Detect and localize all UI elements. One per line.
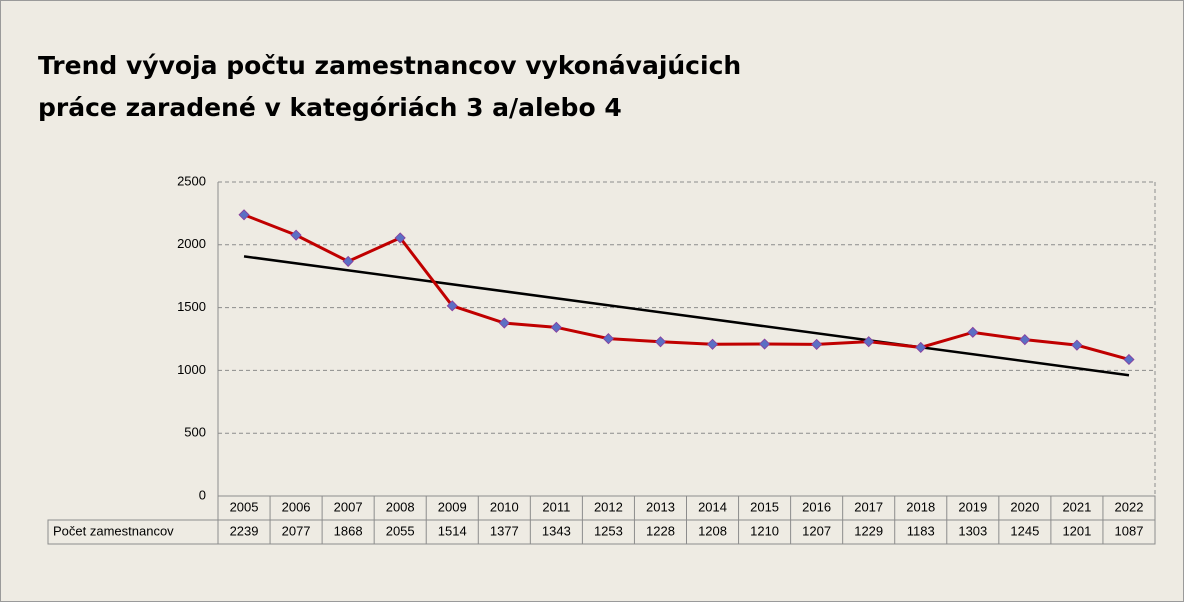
marker [446, 300, 458, 312]
marker [602, 333, 614, 345]
x-tick-label: 2020 [1010, 499, 1039, 514]
table-value: 1868 [334, 523, 363, 538]
table-value: 1377 [490, 523, 519, 538]
table-value: 1303 [958, 523, 987, 538]
marker [1123, 353, 1135, 366]
marker [290, 229, 302, 241]
trendline [243, 255, 1130, 377]
table-value: 1245 [1010, 523, 1039, 538]
chart-title: Trend vývoja počtu zamestnancov vykonáva… [38, 51, 741, 80]
x-tick-label: 2019 [958, 499, 987, 514]
marker [759, 338, 771, 350]
table-value: 1208 [698, 523, 727, 538]
table-value: 1183 [907, 523, 935, 538]
x-tick-label: 2016 [802, 499, 831, 514]
marker [498, 317, 510, 329]
y-tick-label: 1000 [177, 362, 206, 377]
y-tick-label: 2000 [177, 236, 206, 251]
series-line [243, 213, 1130, 361]
y-tick-label: 2500 [177, 173, 206, 188]
x-tick-label: 2011 [542, 499, 570, 514]
marker [1071, 339, 1083, 351]
table-value: 2055 [386, 523, 415, 538]
marker [1019, 334, 1031, 346]
table-value: 2239 [230, 523, 259, 538]
marker [394, 232, 406, 244]
marker [706, 338, 719, 350]
table-value: 1253 [594, 523, 623, 538]
x-tick-label: 2022 [1115, 499, 1144, 514]
x-tick-label: 2007 [334, 499, 363, 514]
x-tick-label: 2021 [1062, 499, 1091, 514]
x-tick-label: 2009 [438, 499, 467, 514]
table-value: 1343 [542, 523, 571, 538]
marker [238, 209, 250, 221]
x-tick-label: 2014 [698, 499, 727, 514]
marker [550, 321, 562, 333]
table-value: 1201 [1062, 523, 1091, 538]
table-value: 1087 [1115, 523, 1144, 538]
x-tick-label: 2005 [230, 499, 259, 514]
x-tick-label: 2015 [750, 499, 779, 514]
y-tick-label: 500 [184, 425, 206, 440]
chart-title: práce zaradené v kategóriách 3 a/alebo 4 [38, 93, 622, 122]
y-tick-label: 1500 [177, 299, 206, 314]
marker [863, 336, 875, 348]
x-tick-label: 2006 [282, 499, 311, 514]
x-tick-label: 2018 [906, 499, 935, 514]
series-name: Počet zamestnancov [53, 523, 174, 538]
table-value: 2077 [282, 523, 311, 538]
x-tick-label: 2010 [490, 499, 519, 514]
x-tick-label: 2008 [386, 499, 415, 514]
table-value: 1210 [750, 523, 779, 538]
y-tick-label: 0 [199, 487, 206, 502]
table-value: 1207 [802, 523, 831, 538]
x-tick-label: 2012 [594, 499, 623, 514]
marker [811, 338, 823, 350]
table-value: 1228 [646, 523, 675, 538]
marker [967, 326, 979, 338]
table-value: 1229 [854, 523, 883, 538]
x-tick-label: 2017 [854, 499, 883, 514]
table-value: 1514 [438, 523, 467, 538]
marker [915, 341, 927, 353]
marker [654, 336, 667, 348]
x-tick-label: 2013 [646, 499, 675, 514]
marker [342, 255, 354, 267]
